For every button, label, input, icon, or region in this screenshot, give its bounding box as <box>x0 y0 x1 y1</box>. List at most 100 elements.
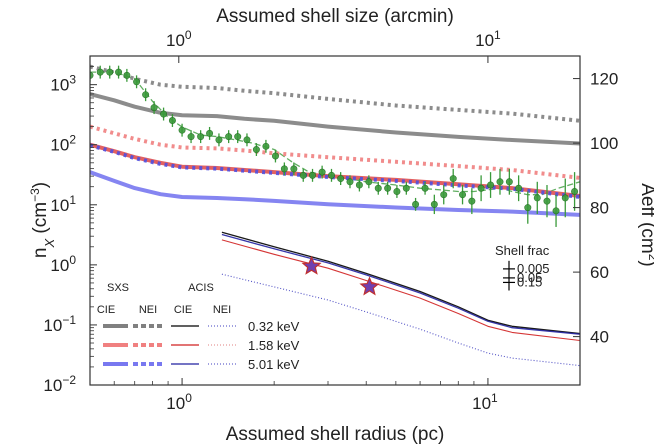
y-tick-label: 10−1 <box>43 313 76 335</box>
aeff-point <box>468 197 476 205</box>
aeff-point <box>346 178 354 186</box>
x-top-tick-label: 100 <box>166 28 192 50</box>
aeff-point <box>561 194 569 202</box>
series-line-sxs-cie-1-58-kev <box>90 142 580 198</box>
aeff-point <box>365 178 373 186</box>
aeff-point <box>197 133 205 141</box>
aeff-point <box>318 168 326 176</box>
aeff-point <box>252 146 260 154</box>
legend-col-nei: NEI <box>213 304 231 316</box>
y-right-tick-label: 60 <box>590 263 609 282</box>
y-tick-label: 101 <box>50 193 76 215</box>
legend-col-cie: CIE <box>174 304 192 316</box>
legend-label: 1.58 keV <box>248 338 300 353</box>
right-axis-title: Aeff (cm2) <box>637 183 654 266</box>
aeff-point <box>402 184 410 192</box>
aeff-point <box>150 104 158 112</box>
series-line-sxs-nei-0-32-kev <box>90 64 580 123</box>
legend-col-nei: NEI <box>139 304 157 316</box>
aeff-point <box>96 68 104 76</box>
aeff-point <box>243 136 251 144</box>
aeff-point <box>505 178 513 186</box>
aeff-point <box>262 142 270 150</box>
y-right-tick-label: 100 <box>590 134 618 153</box>
top-axis-title: Assumed shell size (arcmin) <box>216 6 454 27</box>
series-line-sxs-nei-1-58-kev <box>90 124 580 180</box>
x-tick-label: 101 <box>472 391 498 413</box>
series-line-sxs-cie-5-01-kev <box>90 170 580 217</box>
y-right-tick-label: 40 <box>590 328 609 347</box>
error-scale-title: Shell frac <box>495 243 550 258</box>
plot-layer <box>90 64 580 367</box>
aeff-point <box>337 175 345 183</box>
legend: SXS ACIS CIE NEI CIE NEI 0.32 keV 1.58 keV 5.01 … <box>97 282 300 372</box>
aeff-point <box>430 200 438 208</box>
aeff-point <box>309 171 317 179</box>
error-scale-label: 0.005 <box>517 261 550 276</box>
ticks-layer: 10−2 10−1 100 101 102 103 100 101 100 101 40 60 80 10… <box>43 28 618 413</box>
series-line-acis-cie-0-32-kev <box>221 231 580 335</box>
aeff-point <box>115 68 123 76</box>
aeff-point <box>552 207 560 215</box>
aeff-point <box>123 71 131 79</box>
x-top-tick-label: 101 <box>475 28 501 50</box>
aeff-point <box>355 181 363 189</box>
series-line-acis-cie-5-01-kev <box>221 233 580 335</box>
series-line-acis-nei-5-01-kev <box>221 273 580 367</box>
aeff-point <box>271 152 279 160</box>
aeff-point <box>421 184 429 192</box>
left-axis-title: nX (cm−3) <box>28 182 57 258</box>
aeff-point <box>533 194 541 202</box>
aeff-point <box>327 171 335 179</box>
legend-col-cie: CIE <box>97 304 115 316</box>
legend-label: 5.01 keV <box>248 357 300 372</box>
aeff-point <box>487 181 495 189</box>
plot-frame <box>89 55 581 386</box>
aeff-point <box>187 133 195 141</box>
aeff-point <box>393 187 401 195</box>
aeff-point <box>215 136 223 144</box>
aeff-point <box>168 117 176 125</box>
aeff-point <box>160 110 168 118</box>
star-marker <box>359 276 380 296</box>
error-scale-label: 0.15 <box>517 274 542 289</box>
y-tick-label: 10−2 <box>43 373 76 395</box>
legend-head-acis: ACIS <box>188 282 214 294</box>
bottom-axis-title: Assumed shell radius (pc) <box>226 424 445 445</box>
aeff-point <box>477 184 485 192</box>
y-right-tick-label: 80 <box>590 199 609 218</box>
aeff-point <box>225 133 233 141</box>
aeff-point <box>459 191 467 199</box>
aeff-point <box>234 133 242 141</box>
series-line-sxs-nei-5-01-kev <box>90 143 580 199</box>
aeff-point <box>133 78 141 86</box>
aeff-point <box>299 171 307 179</box>
y-right-tick-label: 120 <box>590 70 618 89</box>
aeff-point <box>178 126 186 134</box>
aeff-point <box>384 184 392 192</box>
error-scale-label: 0.05 <box>517 270 542 285</box>
aeff-point <box>449 175 457 183</box>
legend-label: 0.32 keV <box>248 319 300 334</box>
aeff-point <box>440 191 448 199</box>
aeff-point <box>496 178 504 186</box>
y-tick-label: 100 <box>50 253 76 275</box>
series-line-acis-cie-1-58-kev <box>221 239 580 342</box>
aeff-point <box>280 165 288 173</box>
series-line-sxs-cie-0-32-kev <box>90 92 580 146</box>
star-marker <box>301 255 322 275</box>
legend-head-sxs: SXS <box>107 282 129 294</box>
aeff-point <box>106 68 114 76</box>
x-tick-label: 100 <box>166 391 192 413</box>
aeff-point <box>571 187 579 195</box>
y-tick-label: 103 <box>50 73 76 95</box>
aeff-point <box>206 129 214 137</box>
aeff-point <box>524 204 532 212</box>
y-tick-label: 102 <box>50 133 76 155</box>
aeff-point <box>142 91 150 99</box>
aeff-point <box>515 184 523 192</box>
aeff-point <box>374 184 382 192</box>
plot-content <box>90 64 580 367</box>
